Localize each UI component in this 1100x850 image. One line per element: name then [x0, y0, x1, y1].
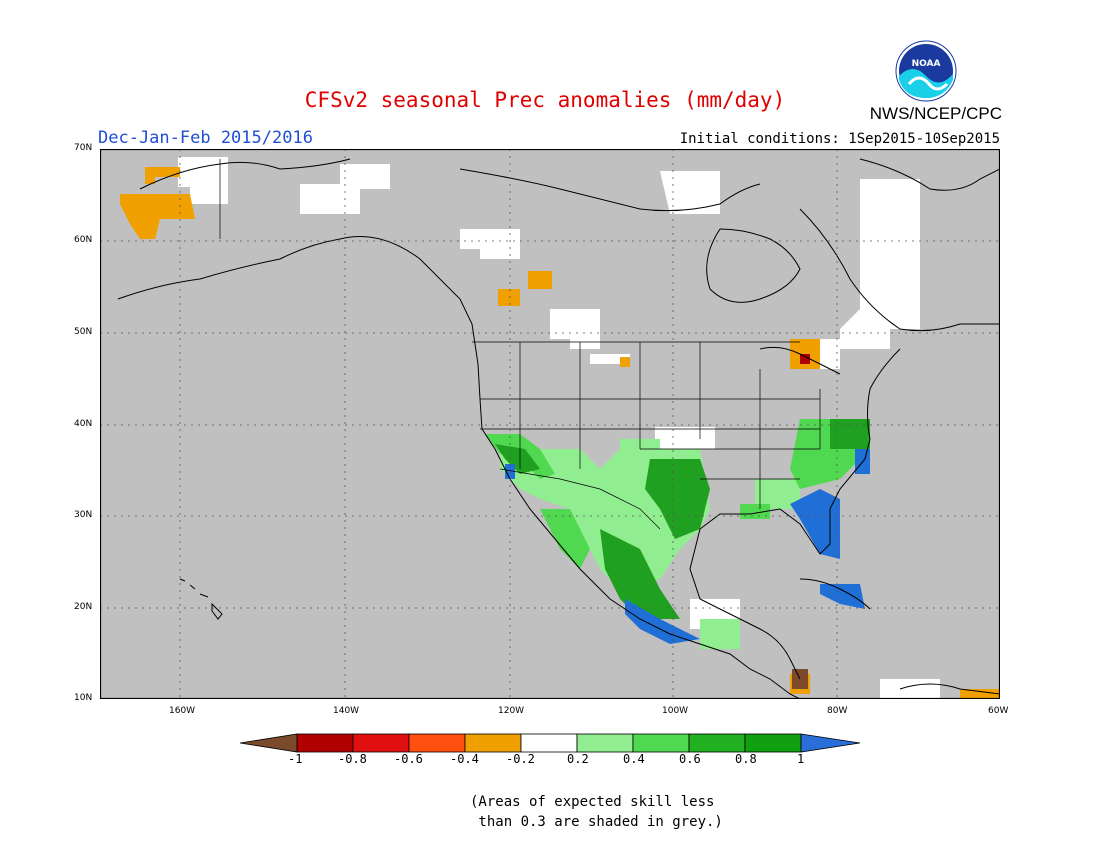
- labrador-coast: [799, 208, 1000, 332]
- dark-green-socal: [495, 444, 540, 474]
- orange-alaska-west: [120, 194, 195, 239]
- dark-green-texas: [645, 459, 710, 539]
- south-america-coast: [899, 683, 1000, 695]
- lon-label-140w: 140W: [333, 706, 360, 716]
- dark-green-virginia: [830, 419, 870, 449]
- red-michigan: [800, 354, 810, 364]
- white-patch-venezuela: [880, 679, 940, 699]
- legend-tick-0.8: 0.8: [735, 752, 757, 766]
- light-green-georgia: [755, 479, 800, 509]
- legend-arrow-right: [800, 733, 860, 753]
- lon-label-60w: 60W: [988, 706, 1009, 716]
- lat-lon-grid: [100, 149, 1000, 699]
- legend-box-8: [688, 733, 746, 753]
- orange-alberta: [528, 271, 552, 289]
- legend-tick--0.8: -0.8: [338, 752, 367, 766]
- hawaii: [179, 578, 223, 620]
- lon-label-120w: 120W: [498, 706, 525, 716]
- season-label: Dec-Jan-Feb 2015/2016: [98, 128, 313, 148]
- orange-bc: [498, 289, 520, 306]
- coastlines: [117, 158, 1000, 699]
- white-patch-kansas: [655, 427, 715, 449]
- blue-florida: [790, 489, 840, 559]
- legend-colorbar: [240, 733, 860, 753]
- legend-box-3: [408, 733, 466, 753]
- great-lakes: [759, 346, 841, 375]
- skill-note-line2: than 0.3 are shaded in grey.): [470, 814, 723, 830]
- white-patch-greenland: [860, 179, 920, 229]
- white-patch-prairie: [550, 309, 600, 349]
- lon-label-80w: 80W: [827, 706, 848, 716]
- agency-label: NWS/NCEP/CPC: [869, 104, 1002, 123]
- map-frame: [100, 149, 1000, 699]
- white-patch-nunavut: [660, 171, 720, 214]
- initial-conditions-label: Initial conditions: 1Sep2015-10Sep2015: [679, 131, 1000, 147]
- skill-note: (Areas of expected skill less than 0.3 a…: [470, 792, 723, 832]
- precip-anomaly-map: [100, 149, 1000, 699]
- lat-label-10n: 10N: [74, 693, 93, 703]
- alaska-north-coast: [139, 158, 351, 190]
- map-title: CFSv2 seasonal Prec anomalies (mm/day): [304, 88, 786, 112]
- pacific-coastline: [117, 236, 801, 699]
- logo-text: NOAA: [912, 59, 941, 69]
- legend-box-5: [520, 733, 578, 753]
- lat-label-70n: 70N: [74, 143, 93, 153]
- hudson-bay: [706, 228, 801, 303]
- legend-tick-0.4: 0.4: [623, 752, 645, 766]
- legend-box-4: [464, 733, 522, 753]
- skill-note-line1: (Areas of expected skill less: [470, 794, 715, 810]
- dark-green-mexico: [600, 529, 680, 619]
- greenland-coast: [859, 158, 1000, 191]
- lon-label-160w: 160W: [169, 706, 196, 716]
- legend-tick--0.4: -0.4: [450, 752, 479, 766]
- white-patch-alaska: [178, 157, 228, 204]
- dark-green-patches: [495, 419, 870, 619]
- blue-cuba: [820, 584, 865, 609]
- legend-box-2: [352, 733, 410, 753]
- legend-box-9: [744, 733, 802, 753]
- legend-tick--1: -1: [288, 752, 303, 766]
- legend-tick-1: 1: [797, 752, 805, 766]
- light-green-guatemala: [700, 619, 740, 649]
- lat-label-30n: 30N: [74, 510, 93, 520]
- legend-tick-0.6: 0.6: [679, 752, 701, 766]
- green-baja: [540, 509, 590, 569]
- orange-alaska-north: [145, 167, 180, 184]
- legend-box-6: [576, 733, 634, 753]
- legend-tick--0.6: -0.6: [394, 752, 423, 766]
- lat-label-60n: 60N: [74, 235, 93, 245]
- lat-label-40n: 40N: [74, 419, 93, 429]
- orange-venezuela: [960, 689, 1000, 699]
- legend-box-7: [632, 733, 690, 753]
- blue-patches: [505, 449, 870, 644]
- white-patch-quebec: [840, 219, 920, 349]
- central-america-coast: [759, 628, 801, 680]
- state-borders-horizontal: [480, 398, 820, 480]
- noaa-logo: NOAA: [895, 40, 957, 102]
- blue-west-mexico: [625, 599, 700, 644]
- legend-box-1: [296, 733, 354, 753]
- white-patch-bc: [460, 229, 520, 259]
- cuba-outline: [799, 578, 871, 610]
- orange-montana: [620, 357, 630, 367]
- atlantic-gulf-coast: [689, 348, 901, 630]
- white-patch-yukon-north: [340, 164, 390, 189]
- arctic-coast: [459, 168, 761, 212]
- lon-label-100w: 100W: [662, 706, 689, 716]
- legend-arrow-left: [240, 733, 298, 753]
- lat-label-50n: 50N: [74, 327, 93, 337]
- lat-label-20n: 20N: [74, 602, 93, 612]
- legend-tick--0.2: -0.2: [506, 752, 535, 766]
- state-borders-vertical: [519, 342, 821, 509]
- green-louisiana: [740, 504, 770, 519]
- legend-tick-0.2: 0.2: [567, 752, 589, 766]
